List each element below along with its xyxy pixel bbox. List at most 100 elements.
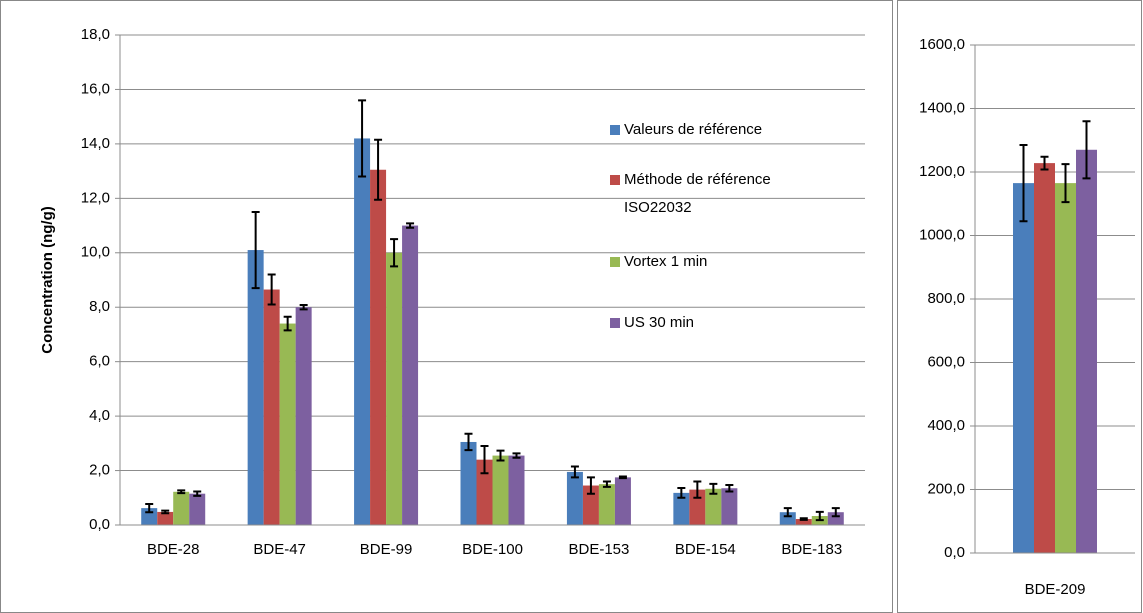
error-bar (709, 482, 718, 495)
bar (370, 169, 387, 525)
bar (721, 488, 738, 525)
x-tick-label: BDE-153 (568, 541, 629, 558)
bar (247, 250, 264, 526)
error-bar (1061, 163, 1070, 204)
x-tick-label: BDE-154 (675, 541, 736, 558)
legend-entry: Valeurs de référence (610, 116, 810, 144)
error-bar (145, 503, 154, 514)
bar (1013, 183, 1034, 554)
y-tick-label: 12,0 (81, 189, 110, 206)
error-bar (358, 99, 367, 178)
bar (598, 484, 615, 525)
y-tick-label: 1400,0 (919, 99, 965, 116)
bar (386, 252, 403, 525)
error-bar (799, 517, 808, 521)
error-bar (406, 222, 415, 229)
bar (476, 459, 493, 525)
y-tick-label: 1200,0 (919, 163, 965, 180)
x-tick-label: BDE-28 (147, 541, 200, 558)
legend-label: US 30 min (624, 314, 695, 331)
bar (705, 488, 722, 525)
chart-border (0, 0, 893, 613)
error-bar (677, 486, 686, 499)
error-bar (815, 510, 824, 522)
bar (614, 477, 631, 525)
legend-entry: Méthode de référence ISO22032 (610, 166, 810, 222)
x-tick-label: BDE-209 (1025, 581, 1086, 598)
bar (157, 511, 174, 525)
bar (279, 323, 296, 525)
error-bar (177, 489, 186, 495)
y-tick-label: 18,0 (81, 26, 110, 43)
y-tick-label: 4,0 (89, 407, 110, 424)
legend-swatch (610, 175, 620, 185)
error-bar (251, 210, 260, 290)
bar (508, 455, 525, 525)
y-tick-label: 0,0 (944, 544, 965, 561)
bar (263, 289, 280, 525)
legend-entry: Vortex 1 min (610, 248, 810, 276)
y-axis-title: Concentration (ng/g) (39, 206, 56, 353)
x-tick-label: BDE-99 (360, 541, 413, 558)
error-bar (586, 476, 595, 495)
y-tick-label: 400,0 (927, 417, 965, 434)
error-bar (299, 304, 308, 311)
error-bar (618, 475, 627, 480)
error-bar (480, 445, 489, 475)
legend-swatch (610, 318, 620, 328)
error-bar (570, 465, 579, 479)
error-bar (464, 432, 473, 452)
error-bar (783, 507, 792, 518)
bar (1055, 183, 1076, 554)
bar (582, 485, 599, 525)
error-bar (374, 138, 383, 201)
bar (566, 471, 583, 525)
error-bar (496, 449, 505, 462)
legend-label: Méthode de référence ISO22032 (624, 171, 771, 216)
legend-label: Vortex 1 min (624, 253, 708, 270)
bar (460, 441, 477, 525)
error-bar (283, 315, 292, 332)
y-tick-label: 600,0 (927, 353, 965, 370)
error-bar (831, 507, 840, 518)
bar (673, 492, 690, 525)
y-tick-label: 800,0 (927, 290, 965, 307)
legend-swatch (610, 125, 620, 135)
y-tick-label: 14,0 (81, 135, 110, 152)
y-tick-label: 1000,0 (919, 226, 965, 243)
y-tick-label: 16,0 (81, 80, 110, 97)
error-bar (693, 480, 702, 499)
legend-label: Valeurs de référence (624, 121, 763, 138)
bar (295, 307, 312, 525)
y-tick-label: 0,0 (89, 516, 110, 533)
y-tick-label: 10,0 (81, 244, 110, 261)
error-bar (512, 452, 521, 459)
x-tick-label: BDE-100 (462, 541, 523, 558)
error-bar (390, 238, 399, 268)
x-tick-label: BDE-183 (781, 541, 842, 558)
legend-swatch (610, 257, 620, 267)
error-bar (1019, 144, 1028, 223)
error-bar (602, 480, 611, 488)
error-bar (725, 483, 734, 493)
bar (402, 225, 419, 526)
error-bar (1040, 155, 1049, 171)
y-tick-label: 8,0 (89, 298, 110, 315)
bar (1034, 163, 1055, 554)
bar (354, 138, 371, 525)
error-bar (1082, 120, 1091, 180)
bar (173, 491, 190, 525)
bar (1076, 149, 1097, 553)
bar (795, 519, 812, 525)
y-tick-label: 1600,0 (919, 36, 965, 53)
x-tick-label: BDE-47 (253, 541, 306, 558)
error-bar (267, 273, 276, 306)
y-tick-label: 200,0 (927, 480, 965, 497)
y-tick-label: 6,0 (89, 353, 110, 370)
legend-entry: US 30 min (610, 309, 810, 337)
error-bar (193, 490, 202, 497)
error-bar (161, 509, 170, 515)
y-tick-label: 2,0 (89, 462, 110, 479)
